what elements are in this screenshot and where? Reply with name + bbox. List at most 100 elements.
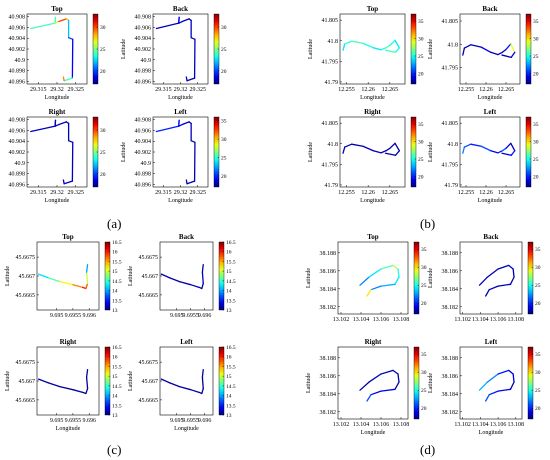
x-tick-label: 9.695 <box>170 418 184 424</box>
route-segment <box>181 121 190 126</box>
y-tick-label: 40.902 <box>9 150 26 156</box>
y-tick-label: 45.6675 <box>16 360 36 366</box>
route-segment <box>512 373 515 383</box>
panel-b-back: Back 12.255 12.26 12.265 41.795 41.8 41.805 Lon… <box>428 5 539 101</box>
axes-box <box>459 346 523 420</box>
x-axis-label: Longitude <box>45 198 70 204</box>
x-tick-label: 9.6955 <box>65 313 82 319</box>
colorbar-tick-label: 14 <box>226 394 232 400</box>
route-segment <box>397 373 400 383</box>
x-tick-label: 29.315 <box>30 190 47 196</box>
panel-title: Back <box>179 233 194 241</box>
route-segment <box>368 268 382 278</box>
colorbar-tick-label: 15.5 <box>226 259 236 265</box>
route-segment <box>501 48 507 53</box>
y-tick-label: 38.182 <box>442 410 459 416</box>
panel-b-right: Right 12.255 12.26 12.265 41.79 41.795 41.8 41.… <box>308 108 424 204</box>
y-tick-label: 40.898 <box>9 172 26 178</box>
y-tick-label: 38.186 <box>320 269 337 275</box>
colorbar-tick-label: 20 <box>418 72 424 78</box>
axes-box <box>152 13 209 85</box>
route-segment <box>30 22 56 30</box>
colorbar-tick-label: 13.5 <box>226 403 236 409</box>
y-tick-label: 40.9 <box>141 161 152 167</box>
y-tick-label: 41.8 <box>448 42 459 48</box>
route-segment <box>85 282 89 290</box>
colorbar-tick-label: 14 <box>112 289 118 295</box>
colorbar <box>213 116 220 188</box>
colorbar-tick-label: 35 <box>421 247 427 253</box>
route-segment <box>63 180 74 185</box>
colorbar-tick-label: 13 <box>226 413 232 419</box>
axes-box <box>339 13 406 85</box>
colorbar-tick-label: 25 <box>533 157 539 163</box>
y-tick-label: 45.667 <box>19 274 36 280</box>
panel-title: Back <box>483 233 498 241</box>
route-segment <box>155 22 180 30</box>
route-segment <box>380 264 394 270</box>
colorbar <box>218 241 225 311</box>
colorbar-tick-label: 20 <box>421 301 427 307</box>
y-tick-label: 38.184 <box>320 392 337 398</box>
panel-title: Left <box>484 108 497 116</box>
route-segment <box>67 37 74 40</box>
colorbar-tick-label: 16 <box>226 355 232 361</box>
colorbar-tick-label: 14 <box>112 394 118 400</box>
route-segment <box>385 44 391 49</box>
route-segment <box>512 268 515 278</box>
colorbar-tick-label: 30 <box>535 370 541 376</box>
colorbar-tick-label: 35 <box>418 122 424 128</box>
route-segment <box>497 369 510 375</box>
route-segment <box>186 180 196 185</box>
colorbar-tick-label: 20 <box>221 174 227 180</box>
route-segment <box>30 125 56 133</box>
colorbar-tick-label: 25 <box>221 47 227 53</box>
y-tick-label: 40.9 <box>141 58 152 64</box>
axes-box <box>152 116 209 188</box>
colorbar-tick-label: 30 <box>418 140 424 146</box>
y-tick-label: 38.188 <box>442 356 459 362</box>
x-tick-label: 9.695 <box>50 418 64 424</box>
x-tick-label: 12.265 <box>498 87 515 93</box>
colorbar-tick-label: 35 <box>535 247 541 253</box>
route-segment <box>368 373 382 383</box>
x-tick-label: 9.696 <box>82 313 96 319</box>
colorbar <box>525 13 532 85</box>
panel-title: Right <box>365 338 382 346</box>
x-tick-label: 13.106 <box>373 317 390 323</box>
route-segment <box>486 373 499 383</box>
colorbar <box>410 116 417 188</box>
y-tick-label: 40.896 <box>9 182 26 188</box>
axes-box <box>36 346 100 416</box>
route-segment <box>394 276 400 285</box>
route-segment <box>58 121 68 126</box>
route-segment <box>85 369 89 378</box>
colorbar-tick-label: 20 <box>100 172 106 178</box>
route-segment <box>37 378 50 384</box>
route-segment <box>478 276 489 286</box>
route-segment <box>397 268 400 278</box>
y-tick-label: 38.186 <box>442 374 459 380</box>
colorbar-tick-label: 20 <box>418 175 424 181</box>
route-segment <box>362 42 375 49</box>
axes-box <box>459 116 521 188</box>
y-tick-label: 41.8 <box>328 142 339 148</box>
colorbar <box>218 346 225 416</box>
route-segment <box>505 142 512 149</box>
route-segment <box>160 273 171 279</box>
route-segment <box>47 277 61 283</box>
colorbar-tick-label: 16.5 <box>226 240 236 246</box>
x-tick-label: 13.106 <box>373 422 390 428</box>
y-axis-label: Latitude <box>0 142 1 162</box>
colorbar-tick-label: 15.5 <box>112 259 122 265</box>
route-segment <box>190 389 200 393</box>
y-tick-label: 45.6675 <box>139 255 159 261</box>
colorbar-tick-label: 35 <box>533 122 539 128</box>
route-segment <box>201 369 204 378</box>
x-tick-label: 12.255 <box>338 87 355 93</box>
y-tick-label: 40.898 <box>135 172 152 178</box>
x-tick-label: 13.108 <box>508 317 525 323</box>
y-tick-label: 40.9 <box>15 58 26 64</box>
route-segment <box>380 150 387 154</box>
